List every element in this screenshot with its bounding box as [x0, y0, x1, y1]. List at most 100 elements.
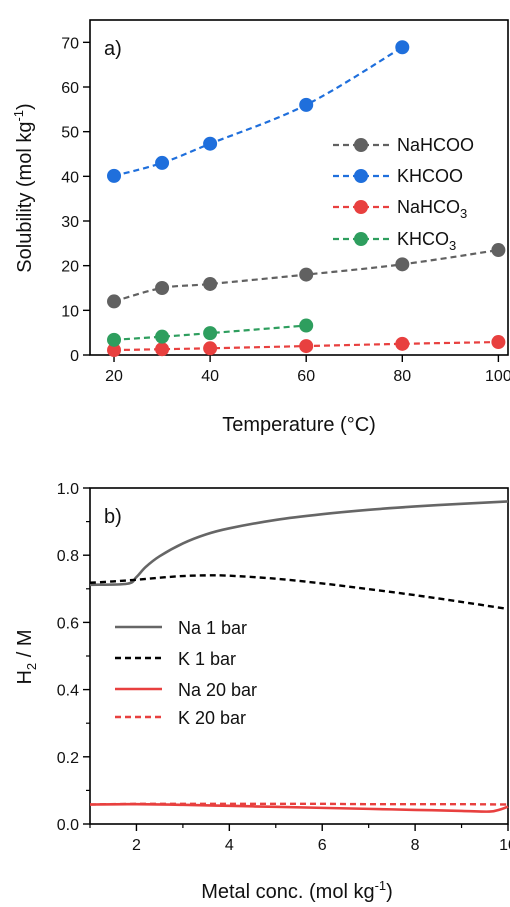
panel-b-h2-chart: 2 4 6 8 10 0.0 0.2 0.4 0.6 0.8 1.0 b) Na 1 bar K 1…	[14, 481, 510, 903]
data-point-khcoo-40	[203, 136, 218, 151]
panel-a-series-lines	[113, 46, 499, 352]
panel-a-y-tick-label-0: 0	[70, 348, 79, 365]
data-point-khco3-40	[203, 326, 218, 341]
data-point-nahco3-30	[155, 342, 170, 357]
data-point-khcoo-30	[155, 155, 170, 170]
panel-a-y-axis-title: Solubility (mol kg-1)	[11, 103, 36, 272]
data-point-nahcoo-80	[395, 257, 410, 272]
legend-label-na-1-bar: Na 1 bar	[178, 618, 247, 638]
series-line-na-1-bar	[89, 500, 509, 587]
svg-text:KHCO3: KHCO3	[397, 229, 456, 253]
legend-item-nahcoo: NaHCOO	[333, 135, 474, 155]
data-point-nahco3-80	[395, 336, 410, 351]
panel-b-y-tick-label-0-4: 0.4	[57, 683, 79, 700]
panel-a-y-axis-title-main: Solubility (mol kg	[14, 122, 36, 273]
data-point-khco3-30	[155, 329, 170, 344]
panel-a-x-tick-label-80: 80	[393, 368, 411, 385]
legend-label-khco3: KHCO	[397, 229, 449, 249]
data-point-nahco3-100	[491, 335, 506, 350]
legend-item-na-1-bar: Na 1 bar	[115, 618, 247, 638]
legend-label-k-20-bar: K 20 bar	[178, 708, 246, 728]
panel-a-plot-frame	[89, 19, 509, 356]
series-line-k-1-bar	[89, 574, 509, 611]
panel-a-x-tick-label-20: 20	[105, 368, 123, 385]
data-point-khcoo-20	[107, 168, 122, 183]
legend-label-nahco3-subscript: 3	[460, 206, 467, 221]
panel-b-y-axis-title-tail: / M	[14, 629, 36, 662]
panel-a-solubility-chart: 20 40 60 80 100 0 10 20 30 40 50 60 70 a) NaHCOO KHC…	[11, 19, 510, 436]
panel-b-y-axis-title-sub: 2	[24, 663, 39, 670]
legend-label-k-1-bar: K 1 bar	[178, 649, 236, 669]
legend-label-na-20-bar: Na 20 bar	[178, 680, 257, 700]
panel-a-x-axis-title: Temperature (°C)	[222, 414, 376, 436]
legend-marker-khco3	[354, 232, 368, 246]
legend-marker-khcoo	[354, 169, 368, 183]
legend-label-khcoo: KHCOO	[397, 166, 463, 186]
data-point-khcoo-80	[395, 40, 410, 55]
panel-a-y-tick-label-10: 10	[61, 303, 79, 320]
series-line-nahcoo	[113, 248, 499, 303]
panel-a-y-tick-label-30: 30	[61, 214, 79, 231]
panel-b-y-tick-label-0-8: 0.8	[57, 548, 79, 565]
legend-label-nahcoo: NaHCOO	[397, 135, 474, 155]
panel-b-x-axis-title-main: Metal conc. (mol kg	[201, 881, 374, 903]
legend-item-khcoo: KHCOO	[333, 166, 463, 186]
panel-b-x-tick-label-6: 6	[318, 837, 327, 854]
svg-text:KHCOO: KHCOO	[397, 166, 463, 186]
series-line-khco3	[113, 324, 307, 341]
panel-b-legend: Na 1 bar K 1 bar Na 20 bar K 20 bar	[115, 618, 257, 728]
panel-b-y-tick-label-0-6: 0.6	[57, 615, 79, 632]
legend-item-k-20-bar: K 20 bar	[115, 708, 246, 728]
panel-b-series-lines	[89, 500, 509, 813]
panel-a-y-axis-title-sup: -1	[11, 110, 26, 122]
data-point-nahco3-60	[299, 339, 314, 354]
panel-b-x-tick-label-2: 2	[132, 837, 141, 854]
data-point-nahcoo-40	[203, 276, 218, 291]
legend-item-na-20-bar: Na 20 bar	[115, 680, 257, 700]
panel-a-legend: NaHCOO KHCOO NaHCO3 KHCO3	[333, 135, 474, 253]
legend-marker-nahcoo	[354, 138, 368, 152]
legend-marker-nahco3	[354, 200, 368, 214]
svg-text:NaHCO3: NaHCO3	[397, 197, 467, 221]
data-point-nahcoo-30	[155, 281, 170, 295]
panel-b-x-tick-label-8: 8	[411, 837, 420, 854]
panel-a-x-tick-label-40: 40	[201, 368, 219, 385]
panel-a-y-tick-label-40: 40	[61, 169, 79, 186]
panel-a-y-tick-label-50: 50	[61, 125, 79, 142]
panel-b-x-tick-label-10: 10	[499, 837, 510, 854]
data-point-khco3-20	[107, 332, 122, 347]
data-point-khco3-60	[299, 318, 314, 333]
panel-b-plot-frame	[89, 487, 509, 825]
panel-b-x-tick-label-4: 4	[225, 837, 234, 854]
panel-b-y-axis-title: H2 / M	[14, 629, 39, 684]
panel-a-ticks: 20 40 60 80 100 0 10 20 30 40 50 60 70	[61, 35, 510, 385]
panel-a-label: a)	[104, 38, 122, 60]
panel-a-x-tick-label-100: 100	[485, 368, 510, 385]
legend-label-nahco3: NaHCO	[397, 197, 460, 217]
legend-item-khco3: KHCO3	[333, 229, 456, 253]
series-line-nahco3	[113, 340, 499, 352]
series-line-k-20-bar	[89, 802, 509, 806]
panel-b-y-tick-label-0: 0.0	[57, 817, 79, 834]
panel-b-y-tick-label-1: 1.0	[57, 481, 79, 498]
data-point-nahcoo-100	[491, 243, 506, 258]
panel-b-x-axis-title-sup: -1	[375, 878, 387, 893]
panel-a-y-tick-label-70: 70	[61, 35, 79, 52]
panel-b-y-axis-title-main: H	[14, 670, 36, 684]
data-point-nahcoo-60	[299, 267, 314, 282]
data-point-khcoo-60	[299, 97, 314, 112]
panel-a-y-axis-title-tail: )	[14, 103, 36, 110]
series-line-khcoo	[113, 46, 403, 177]
legend-label-khco3-subscript: 3	[449, 238, 456, 253]
panel-b-x-axis-title: Metal conc. (mol kg-1)	[201, 878, 393, 903]
legend-item-nahco3: NaHCO3	[333, 197, 467, 221]
panel-b-y-tick-label-0-2: 0.2	[57, 750, 79, 767]
panel-a-x-tick-label-60: 60	[297, 368, 315, 385]
data-point-nahco3-40	[203, 341, 218, 356]
panel-a-series-points	[107, 40, 506, 358]
svg-text:NaHCOO: NaHCOO	[397, 135, 474, 155]
panel-a-y-tick-label-60: 60	[61, 80, 79, 97]
panel-a-y-tick-label-20: 20	[61, 259, 79, 276]
series-line-na-20-bar	[89, 802, 509, 813]
